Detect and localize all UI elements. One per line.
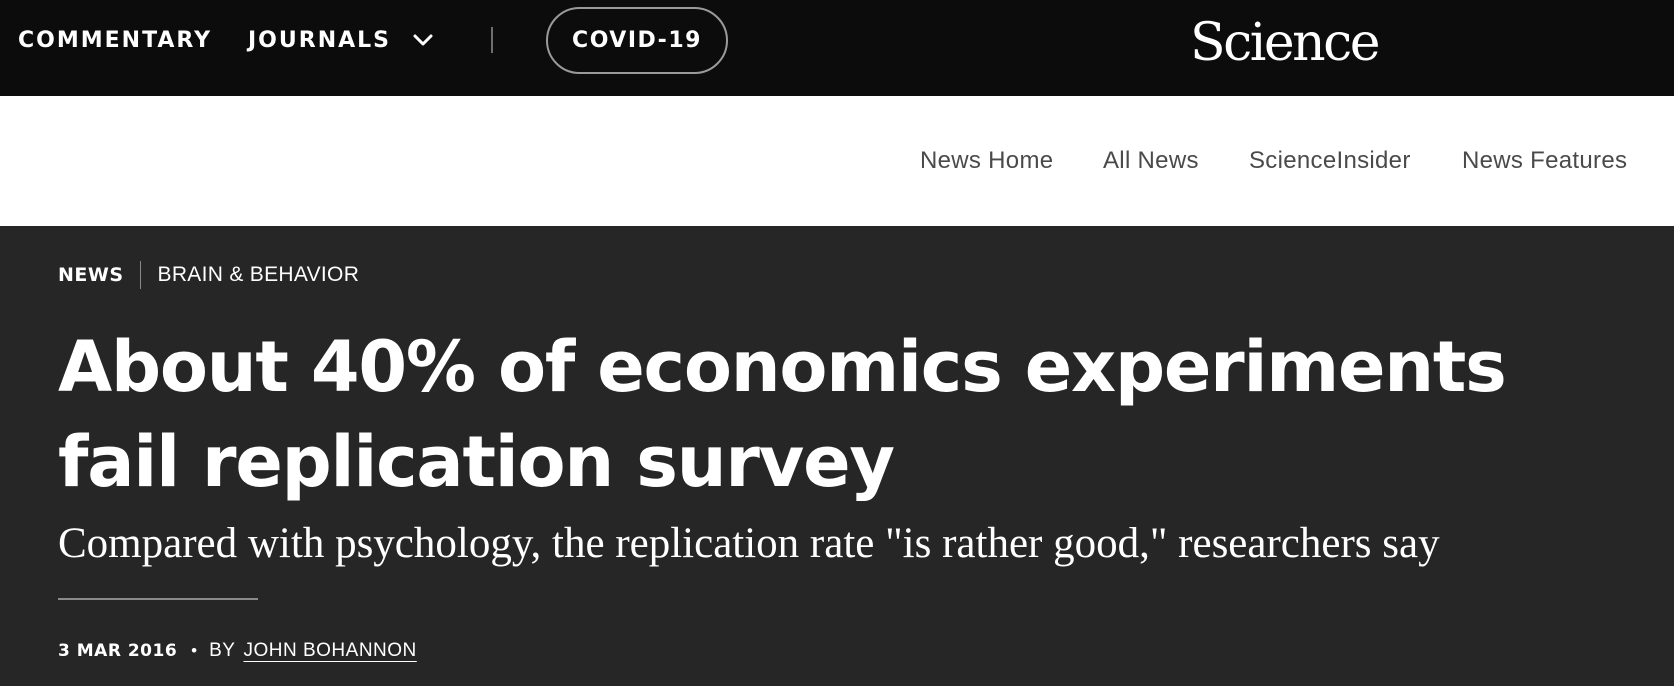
header-rule	[58, 598, 258, 600]
news-subnav: News Home All News ScienceInsider News F…	[0, 96, 1674, 226]
subnav-all-news[interactable]: All News	[1103, 147, 1199, 174]
nav-commentary-link[interactable]: COMMENTARY	[18, 27, 213, 53]
kicker-divider	[139, 261, 141, 289]
article-byline: 3 MAR 2016 • BY JOHN BOHANNON	[58, 636, 417, 666]
nav-divider	[491, 27, 493, 53]
chevron-down-icon	[411, 28, 435, 52]
section-link-news[interactable]: NEWS	[58, 264, 124, 286]
subnav-news-features[interactable]: News Features	[1462, 147, 1628, 174]
nav-journals-dropdown[interactable]: JOURNALS	[248, 0, 435, 80]
article-kicker: NEWS BRAIN & BEHAVIOR	[58, 258, 359, 292]
byline-by-label: BY	[209, 640, 236, 661]
article-header: NEWS BRAIN & BEHAVIOR About 40% of econo…	[0, 226, 1674, 686]
article-headline: About 40% of economics experiments fail …	[58, 326, 1507, 503]
science-logo[interactable]: Science	[1190, 13, 1381, 73]
nav-journals-label: JOURNALS	[248, 27, 391, 53]
subnav-news-home[interactable]: News Home	[920, 147, 1054, 174]
author-link[interactable]: JOHN BOHANNON	[243, 640, 417, 661]
top-navigation-bar: COMMENTARY JOURNALS COVID-19 Science	[0, 0, 1674, 96]
topic-link-brain-behavior[interactable]: BRAIN & BEHAVIOR	[157, 263, 360, 286]
publish-date: 3 MAR 2016	[58, 641, 178, 661]
article-dek: Compared with psychology, the replicatio…	[58, 520, 1440, 567]
covid-19-button[interactable]: COVID-19	[546, 7, 728, 74]
byline-separator-dot: •	[191, 641, 198, 660]
subnav-science-insider[interactable]: ScienceInsider	[1249, 147, 1411, 174]
